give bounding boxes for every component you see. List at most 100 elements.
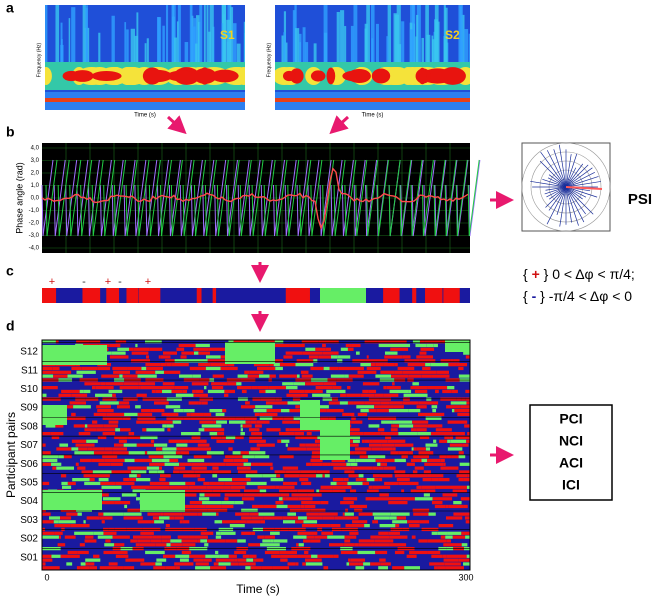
heatmap-cell xyxy=(66,405,74,409)
heatmap-cell xyxy=(99,401,119,405)
heatmap-cell xyxy=(437,566,446,570)
heatmap-block xyxy=(445,340,470,352)
heatmap-cell xyxy=(442,389,452,394)
heatmap-cell xyxy=(418,412,428,417)
heatmap-cell xyxy=(380,370,395,374)
heatmap-cell xyxy=(66,562,73,566)
legend-brace: { xyxy=(523,288,532,304)
heatmap-cell xyxy=(432,409,437,413)
streak xyxy=(285,42,288,65)
heatmap-cell xyxy=(330,374,345,378)
heatmap-cell xyxy=(297,554,312,558)
heatmap-cell xyxy=(421,485,436,489)
heatmap-cell xyxy=(333,340,339,344)
heatmap-cell xyxy=(443,462,446,466)
heatmap-cell xyxy=(394,370,403,374)
heatmap-cell xyxy=(191,382,209,386)
heatmap-cell xyxy=(195,389,204,394)
heatmap-cell xyxy=(343,497,358,501)
heatmap-cell xyxy=(419,370,437,374)
heatmap-cell xyxy=(340,501,354,505)
legend-sign: + xyxy=(532,266,540,282)
heatmap-cell xyxy=(403,397,410,401)
heatmap-cell xyxy=(212,416,229,420)
heatmap-cell xyxy=(445,504,449,509)
streak xyxy=(55,5,60,65)
heatmap-cell xyxy=(181,432,201,436)
heatmap-cell xyxy=(228,340,234,344)
heatmap-cell xyxy=(259,412,278,417)
heatmap-cell xyxy=(102,455,118,459)
heatmap-cell xyxy=(248,340,258,344)
heatmap-cell xyxy=(259,416,273,420)
heatmap-cell xyxy=(413,455,430,459)
heatmap-cell xyxy=(402,355,411,359)
heatmap-cell xyxy=(414,389,428,394)
heatmap-cell xyxy=(174,516,184,520)
heatmap-cell xyxy=(89,478,95,482)
heatmap-cell xyxy=(144,451,148,455)
heatmap-cell xyxy=(348,374,364,378)
heatmap-cell xyxy=(129,478,137,482)
heatmap-cell xyxy=(354,447,372,451)
heatmap-cell xyxy=(155,447,163,451)
heatmap-cell xyxy=(301,501,321,505)
heatmap-cell xyxy=(207,539,226,543)
heatmap-cell xyxy=(42,340,56,344)
heatmap-cell xyxy=(275,397,280,401)
heatmap-cell xyxy=(175,554,190,558)
panel-label: b xyxy=(6,124,15,140)
heatmap-cell xyxy=(431,478,439,482)
heatmap-cell xyxy=(42,531,55,535)
heatmap-cell xyxy=(368,485,373,489)
heatmap-cell xyxy=(182,520,190,524)
heatmap-cell xyxy=(176,443,188,447)
streak xyxy=(68,18,71,65)
heatmap-cell xyxy=(303,520,318,524)
heatmap-cell xyxy=(96,405,112,409)
heatmap-cell xyxy=(299,443,306,447)
heatmap-cell xyxy=(434,566,438,570)
heatmap-cell xyxy=(101,374,120,378)
heatmap-cell xyxy=(188,439,207,443)
heatmap-cell xyxy=(212,470,232,474)
heatmap-cell xyxy=(374,539,391,543)
heatmap-cell xyxy=(289,409,308,413)
heatmap-cell xyxy=(188,485,207,489)
heatmap-cell xyxy=(207,508,228,512)
heatmap-cell xyxy=(285,470,301,474)
heatmap-cell xyxy=(422,366,431,371)
heatmap-cell xyxy=(251,504,264,509)
heatmap-cell xyxy=(60,474,67,478)
heatmap-cell xyxy=(100,382,106,386)
heatmap-cell xyxy=(147,512,161,516)
heatmap-cell xyxy=(155,389,163,394)
heatmap-cell xyxy=(162,382,175,386)
y-tick-label: S02 xyxy=(20,534,38,545)
y-tick-label: S11 xyxy=(21,365,38,376)
heatmap-cell xyxy=(119,374,123,378)
heatmap-cell xyxy=(151,458,167,463)
heatmap-cell xyxy=(237,470,251,474)
heatmap-cell xyxy=(320,416,329,420)
heatmap-cell xyxy=(160,474,171,478)
heatmap-cell xyxy=(456,397,462,401)
heatmap-cell xyxy=(305,443,318,447)
heatmap-cell xyxy=(445,535,453,539)
heatmap-cell xyxy=(178,374,193,378)
heatmap-cell xyxy=(388,409,409,413)
streak xyxy=(340,10,345,65)
heatmap-cell xyxy=(67,481,76,486)
heatmap-cell xyxy=(295,520,304,524)
polar-vector xyxy=(565,164,589,188)
heatmap-cell xyxy=(201,424,222,428)
heatmap-cell xyxy=(318,340,334,344)
heatmap-cell xyxy=(271,554,281,558)
hot-blob xyxy=(62,70,81,82)
heatmap-cell xyxy=(102,416,123,420)
heatmap-cell xyxy=(351,420,363,424)
heatmap-cell xyxy=(440,359,451,363)
heatmap-cell xyxy=(222,409,227,413)
heatmap-cell xyxy=(75,416,86,420)
heatmap-cell xyxy=(357,550,376,555)
